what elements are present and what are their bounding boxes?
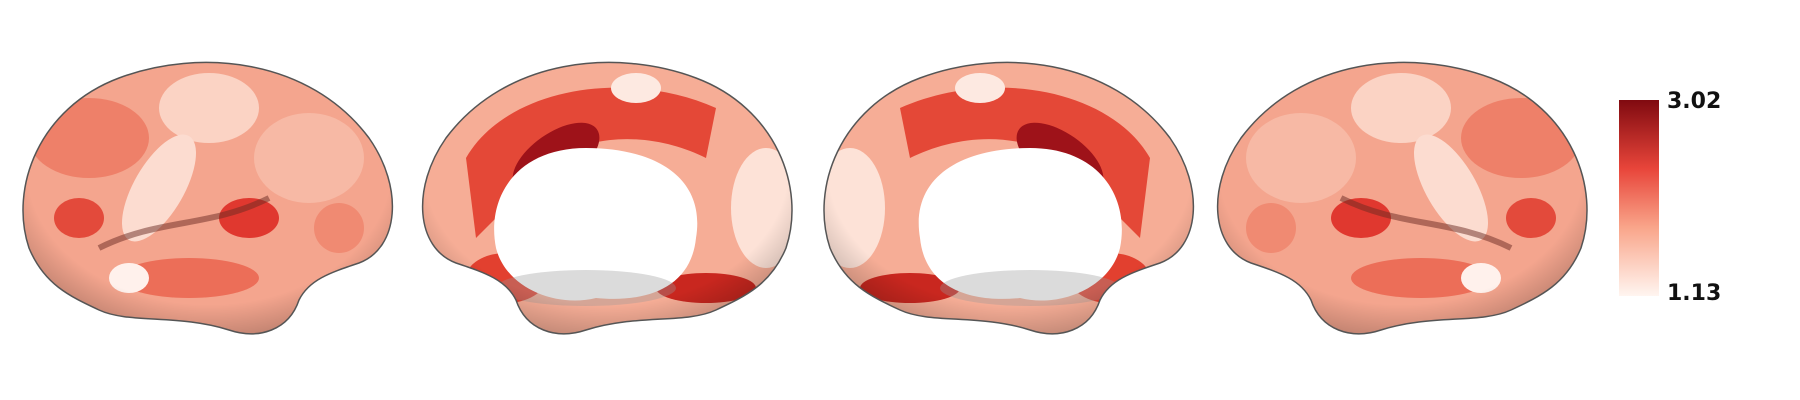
lateral-right xyxy=(1201,48,1601,348)
lateral-left xyxy=(9,48,409,348)
medial-right xyxy=(810,48,1210,348)
colorbar xyxy=(1619,100,1659,296)
colorbar-min: 1.13 xyxy=(1667,281,1721,306)
medial-left xyxy=(406,48,806,348)
colorbar-max: 3.02 xyxy=(1667,89,1721,114)
